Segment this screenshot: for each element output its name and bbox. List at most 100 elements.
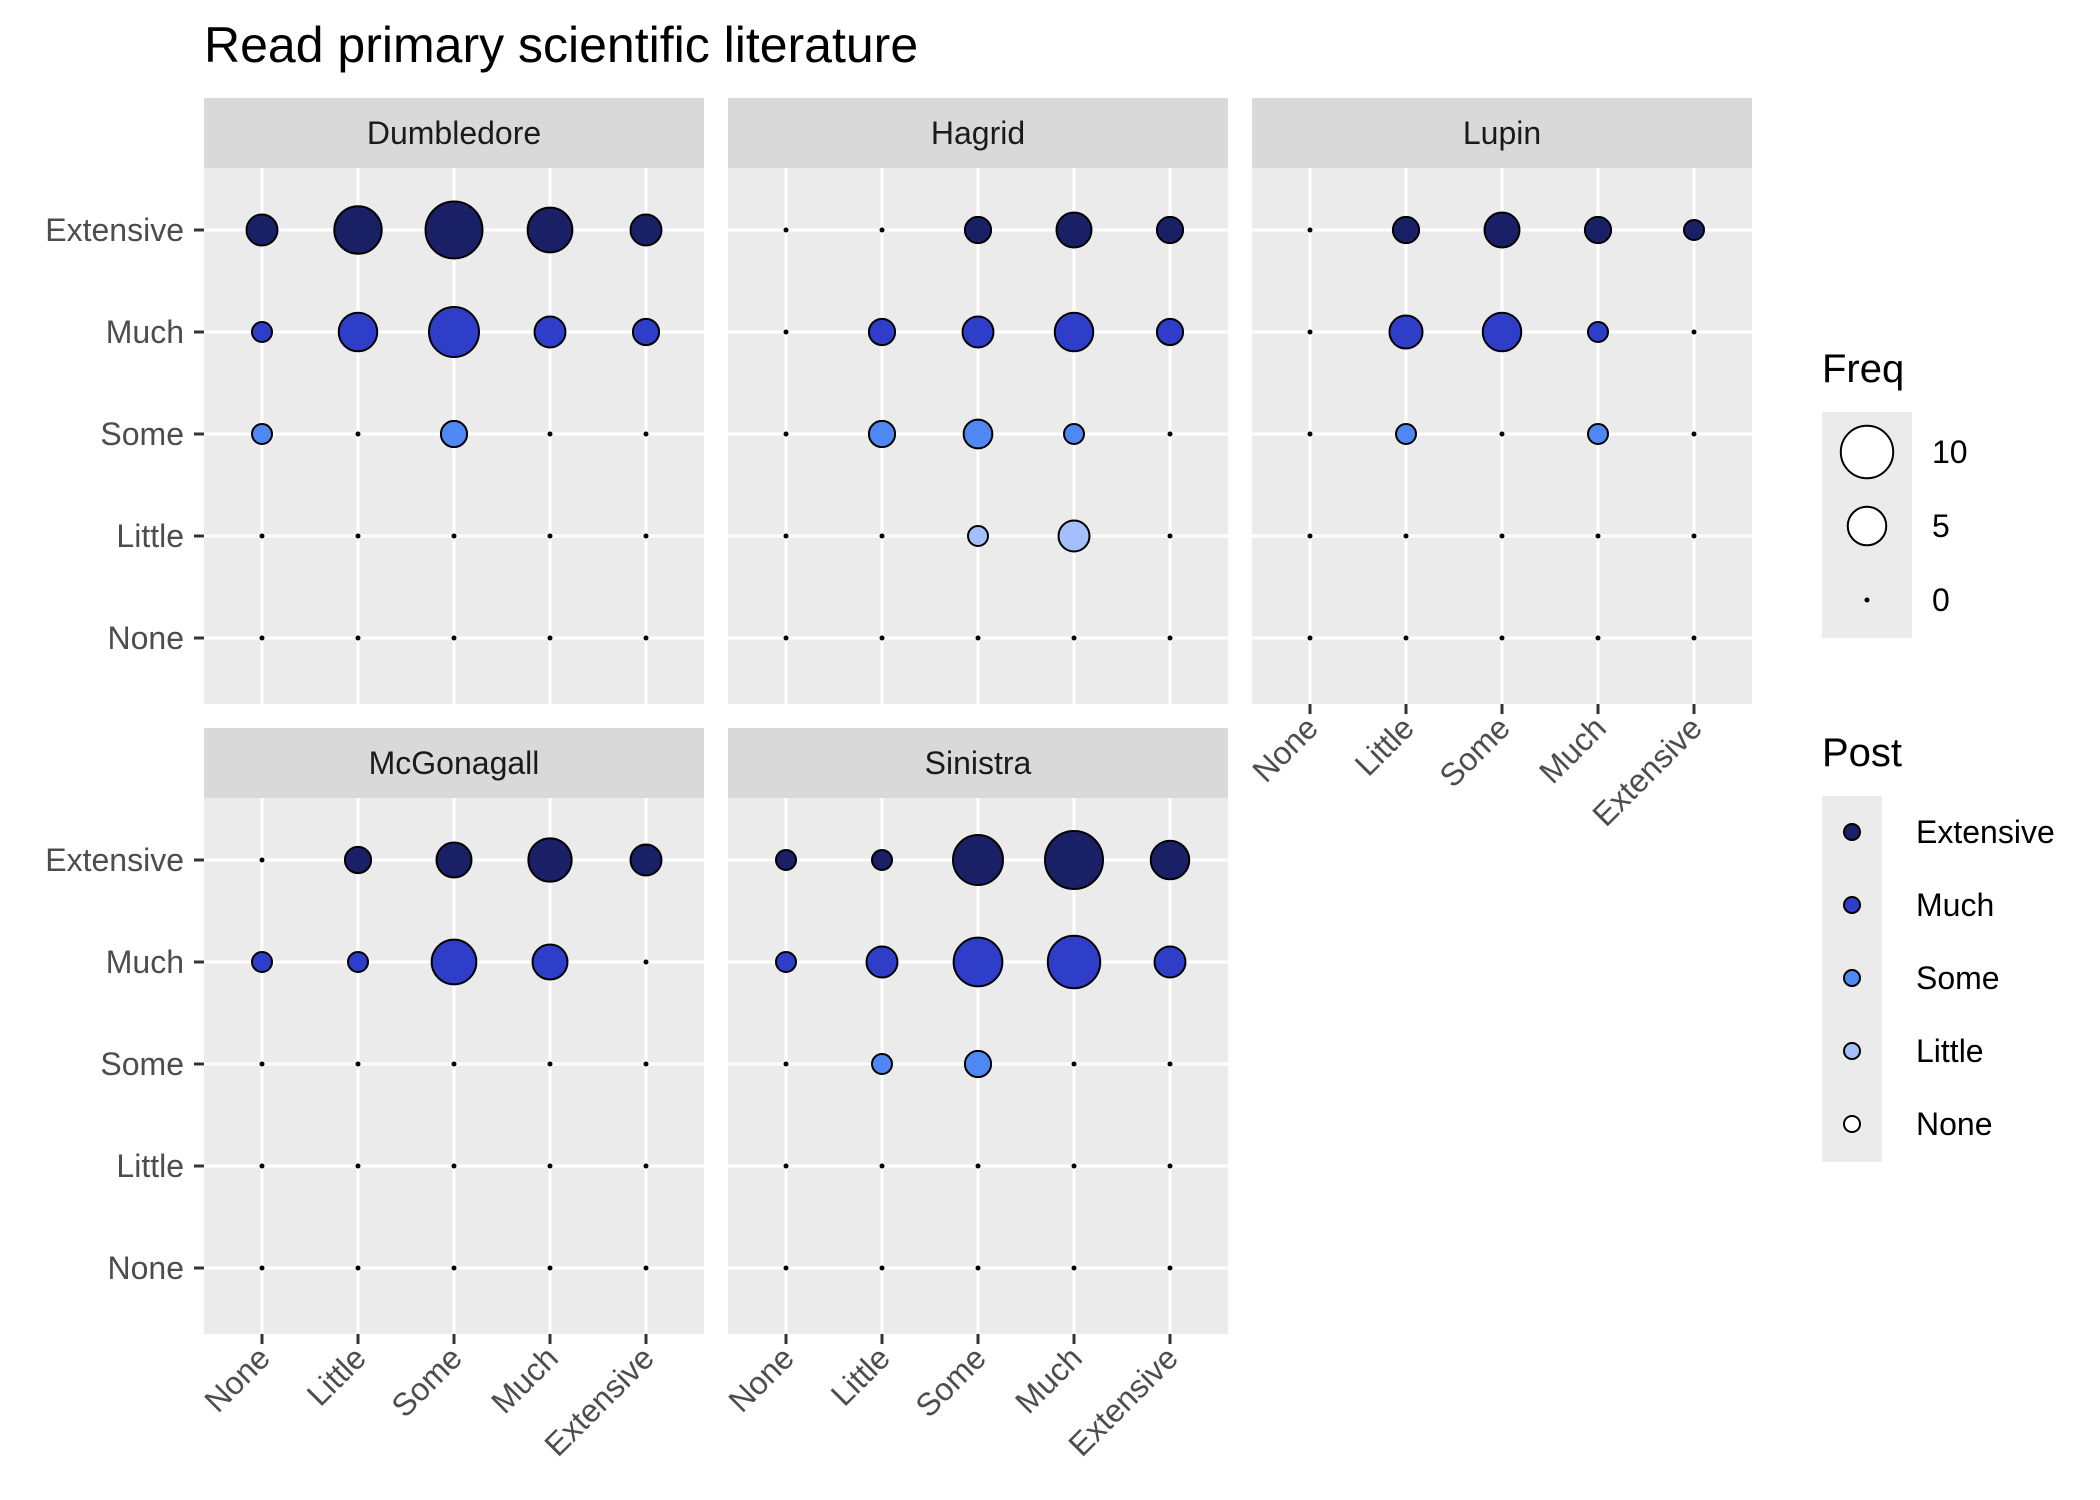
- strip-background: [728, 98, 1228, 168]
- point-little-none: [355, 635, 361, 641]
- y-tick-label: Much: [106, 314, 184, 350]
- point-some-little: [967, 525, 989, 547]
- point-none-extensive: [1307, 227, 1313, 233]
- point-none-none: [1307, 635, 1313, 641]
- point-extensive-much: [631, 317, 661, 347]
- y-tick-label: Little: [116, 1148, 184, 1184]
- point-some-extensive: [1483, 211, 1521, 249]
- x-tick-label: Little: [1348, 709, 1421, 782]
- point-none-some: [783, 1061, 789, 1067]
- point-none-extensive: [245, 213, 279, 247]
- strip-background: [1252, 98, 1752, 168]
- point-much-little: [1057, 519, 1091, 553]
- point-extensive-much: [1691, 329, 1697, 335]
- point-some-little: [451, 533, 457, 539]
- x-tick-label: Much: [1008, 1339, 1089, 1420]
- panel-dumbledore: Dumbledore None Little Some Much Extensive: [45, 98, 704, 704]
- point-little-some: [355, 431, 361, 437]
- strip-label: Dumbledore: [367, 115, 541, 151]
- facet-panels: DumbledoreNoneLittleSomeMuchExtensiveHag…: [45, 98, 1752, 1463]
- y-tick-label: Little: [116, 518, 184, 554]
- point-some-extensive: [952, 834, 1004, 886]
- y-tick-label: Extensive: [45, 842, 184, 878]
- point-little-little: [879, 533, 885, 539]
- point-little-some: [871, 1053, 893, 1075]
- point-little-some: [355, 1061, 361, 1067]
- point-little-much: [337, 311, 379, 353]
- point-little-much: [1388, 314, 1424, 350]
- point-little-extensive: [343, 845, 373, 875]
- point-extensive-some: [1691, 431, 1697, 437]
- x-tick-label: Some: [908, 1339, 993, 1424]
- point-little-little: [355, 1163, 361, 1169]
- point-extensive-none: [1691, 635, 1697, 641]
- chart-title: Read primary scientific literature: [204, 17, 918, 73]
- y-tick-label: None: [108, 620, 185, 656]
- strip-background: [204, 728, 704, 798]
- legend-post-key-little: [1843, 1042, 1861, 1060]
- point-extensive-extensive: [629, 213, 663, 247]
- point-little-much: [867, 317, 897, 347]
- point-little-none: [879, 1265, 885, 1271]
- point-some-some: [1499, 431, 1505, 437]
- point-extensive-some: [1167, 431, 1173, 437]
- y-tick-label: Much: [106, 944, 184, 980]
- point-none-some: [783, 431, 789, 437]
- legend-freq-label: 5: [1932, 508, 1950, 544]
- strip-label: Lupin: [1463, 115, 1541, 151]
- y-tick-label: None: [108, 1250, 185, 1286]
- point-some-none: [451, 635, 457, 641]
- point-some-none: [975, 635, 981, 641]
- point-extensive-none: [1167, 635, 1173, 641]
- point-much-much: [531, 943, 569, 981]
- point-extensive-none: [1167, 1265, 1173, 1271]
- point-some-none: [1499, 635, 1505, 641]
- point-extensive-extensive: [1683, 219, 1705, 241]
- point-much-some: [1071, 1061, 1077, 1067]
- legend-post-title: Post: [1822, 731, 1902, 775]
- point-some-some: [451, 1061, 457, 1067]
- point-none-little: [259, 1163, 265, 1169]
- point-none-none: [259, 635, 265, 641]
- point-extensive-extensive: [629, 843, 663, 877]
- point-none-none: [783, 635, 789, 641]
- point-some-none: [975, 1265, 981, 1271]
- point-much-extensive: [1044, 830, 1104, 890]
- point-some-little: [975, 1163, 981, 1169]
- point-much-none: [547, 635, 553, 641]
- point-none-little: [783, 533, 789, 539]
- point-none-little: [783, 1163, 789, 1169]
- point-extensive-little: [1167, 533, 1173, 539]
- point-much-extensive: [527, 837, 573, 883]
- point-extensive-none: [643, 1265, 649, 1271]
- legend-freq-key: [1839, 424, 1895, 480]
- point-much-little: [1071, 1163, 1077, 1169]
- point-much-much: [533, 315, 567, 349]
- point-some-none: [451, 1265, 457, 1271]
- point-much-much: [1053, 311, 1095, 353]
- panel-hagrid: Hagrid: [728, 98, 1228, 704]
- point-little-extensive: [871, 849, 893, 871]
- point-much-none: [547, 1265, 553, 1271]
- x-tick-label: None: [721, 1339, 801, 1419]
- point-much-some: [547, 1061, 553, 1067]
- point-much-little: [547, 533, 553, 539]
- strip-label: McGonagall: [369, 745, 540, 781]
- point-little-little: [355, 533, 361, 539]
- point-much-none: [1071, 635, 1077, 641]
- point-some-some: [962, 418, 994, 450]
- strip-background: [204, 98, 704, 168]
- point-little-none: [879, 635, 885, 641]
- point-extensive-little: [1167, 1163, 1173, 1169]
- point-little-extensive: [1391, 215, 1421, 245]
- point-none-extensive: [783, 227, 789, 233]
- point-much-none: [1071, 1265, 1077, 1271]
- point-little-little: [1403, 533, 1409, 539]
- legend-freq-key: [1864, 597, 1870, 603]
- x-tick-label: Much: [484, 1339, 565, 1420]
- point-none-much: [1307, 329, 1313, 335]
- x-tick-label: None: [197, 1339, 277, 1419]
- point-much-much: [1587, 321, 1609, 343]
